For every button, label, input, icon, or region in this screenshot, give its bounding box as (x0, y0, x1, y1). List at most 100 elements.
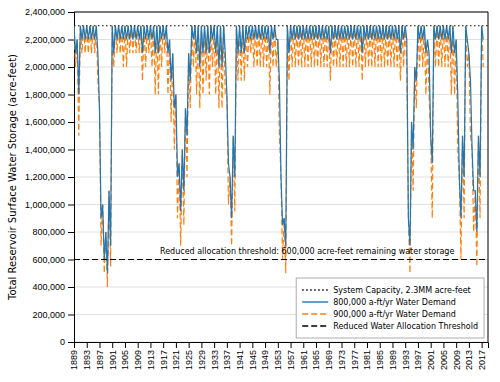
y-tick: 1,400,000 (25, 145, 74, 155)
x-tick: 1941 (235, 342, 245, 370)
grid-line (74, 232, 488, 233)
x-tick-mark (392, 342, 393, 348)
x-tick-label: 1993 (401, 350, 411, 370)
y-tick-label: 600,000 (32, 255, 65, 265)
chart: 1889189318971901190519091913191719211925… (0, 0, 500, 382)
x-tick-label: 1889 (69, 350, 79, 370)
x-tick-label: 1953 (273, 350, 283, 370)
grid-line (74, 122, 488, 123)
legend-label: 800,000 a-ft/yr Water Demand (333, 298, 456, 307)
y-tick-label: 2,400,000 (25, 7, 65, 17)
x-tick-mark (278, 342, 279, 348)
x-tick-mark (87, 342, 88, 348)
x-tick-mark (431, 342, 432, 348)
x-tick-mark (125, 342, 126, 348)
y-tick-label: 1,600,000 (25, 117, 65, 127)
y-tick-mark (68, 122, 74, 123)
x-tick: 2017 (477, 342, 487, 370)
x-tick-label: 1901 (108, 350, 118, 370)
x-tick-label: 1933 (210, 350, 220, 370)
reference-line (74, 259, 488, 260)
plot: 1889189318971901190519091913191719211925… (25, 7, 489, 370)
annotation: Reduced allocation threshold: 600,000 ac… (160, 247, 454, 256)
x-tick-mark (252, 342, 253, 348)
x-tick: 1945 (248, 342, 258, 370)
y-tick-mark (68, 95, 74, 96)
legend: System Capacity, 2.3MM acre-feet 800,000 … (296, 278, 484, 338)
x-tick: 1937 (222, 342, 232, 370)
x-tick: 1985 (375, 342, 385, 370)
x-tick: 1909 (133, 342, 143, 370)
x-tick-mark (469, 342, 470, 348)
x-tick: 1957 (286, 342, 296, 370)
x-tick-label: 1909 (133, 350, 143, 370)
y-tick-mark (68, 260, 74, 261)
y-tick-mark (68, 12, 74, 13)
x-tick-mark (367, 342, 368, 348)
reference-line (74, 25, 488, 26)
y-axis-title: Total Reservoir Surface Water Storage (a… (7, 54, 18, 301)
y-tick-label: 0 (60, 337, 65, 347)
x-tick: 1961 (299, 342, 309, 370)
x-tick-mark (265, 342, 266, 348)
x-tick: 1933 (210, 342, 220, 370)
x-tick-label: 2017 (477, 350, 487, 370)
x-tick-mark (303, 342, 304, 348)
x-tick-label: 2001 (426, 350, 436, 370)
y-tick: 1,800,000 (25, 90, 74, 100)
y-axis: 0200,000400,000600,000800,0001,000,0001,… (25, 7, 75, 347)
y-tick: 1,200,000 (25, 172, 74, 182)
x-tick-mark (456, 342, 457, 348)
y-tick: 800,000 (32, 227, 74, 237)
x-tick-mark (380, 342, 381, 348)
y-tick-label: 1,800,000 (25, 90, 65, 100)
x-tick-mark (150, 342, 151, 348)
y-tick-mark (68, 177, 74, 178)
y-tick-mark (68, 315, 74, 316)
x-tick: 1965 (311, 342, 321, 370)
x-tick: 2001 (426, 342, 436, 370)
x-tick-label: 1961 (299, 350, 309, 370)
x-tick-mark (176, 342, 177, 348)
x-tick-label: 1973 (337, 350, 347, 370)
x-tick-mark (201, 342, 202, 348)
x-tick-mark (291, 342, 292, 348)
series-line (74, 26, 483, 287)
grid-line (74, 67, 488, 68)
x-tick-label: 1913 (146, 350, 156, 370)
x-axis: 1889189318971901190519091913191719211925… (69, 342, 488, 370)
x-tick-label: 1925 (184, 350, 194, 370)
x-tick: 1929 (197, 342, 207, 370)
legend-box (296, 278, 484, 338)
x-tick: 1993 (401, 342, 411, 370)
y-tick-mark (68, 342, 74, 343)
legend-label: System Capacity, 2.3MM acre-feet (333, 286, 471, 295)
legend-swatch (302, 289, 328, 290)
x-tick-label: 1977 (350, 350, 360, 370)
x-tick: 2009 (452, 342, 462, 370)
y-tick: 400,000 (32, 282, 74, 292)
y-tick: 0 (60, 337, 74, 347)
plot-frame (74, 12, 488, 13)
y-tick-label: 1,400,000 (25, 145, 65, 155)
y-tick-label: 2,200,000 (25, 35, 65, 45)
y-tick: 1,600,000 (25, 117, 74, 127)
x-tick: 1913 (146, 342, 156, 370)
x-tick-mark (482, 342, 483, 348)
x-tick-label: 1949 (260, 350, 270, 370)
x-tick-mark (354, 342, 355, 348)
x-tick-label: 1945 (248, 350, 258, 370)
grid-line (74, 12, 488, 13)
x-tick-mark (163, 342, 164, 348)
x-tick-label: 1981 (362, 350, 372, 370)
x-tick-mark (418, 342, 419, 348)
x-tick: 1969 (324, 342, 334, 370)
x-tick-label: 2013 (464, 350, 474, 370)
y-tick: 1,000,000 (25, 200, 74, 210)
x-tick: 1921 (171, 342, 181, 370)
x-tick: 1977 (350, 342, 360, 370)
x-tick: 1989 (388, 342, 398, 370)
y-tick-label: 2,000,000 (25, 62, 65, 72)
y-tick-label: 1,000,000 (25, 200, 65, 210)
x-tick-label: 1921 (171, 350, 181, 370)
